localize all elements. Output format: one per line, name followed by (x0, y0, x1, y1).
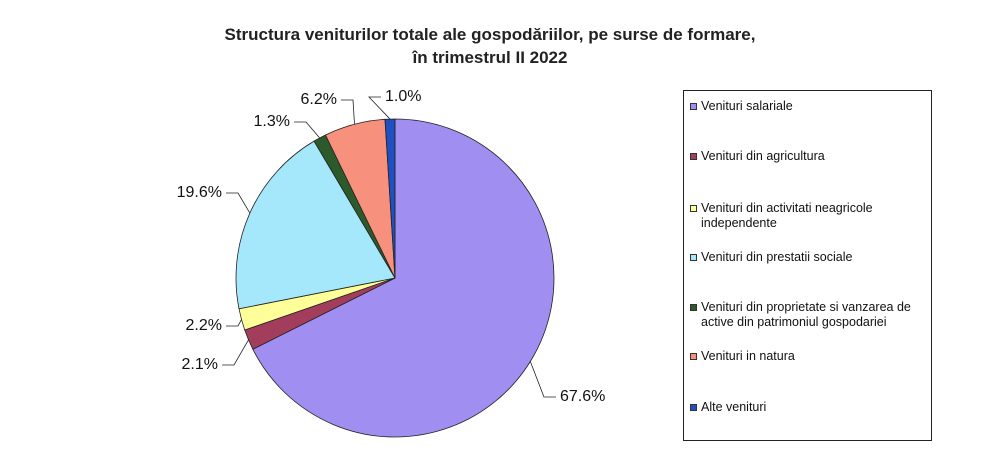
legend-swatch (690, 404, 697, 411)
data-label: 2.1% (182, 356, 218, 373)
legend-label: Alte venituri (701, 400, 767, 414)
legend-swatch (690, 103, 697, 110)
leader-line (226, 192, 251, 214)
leader-line (341, 99, 355, 125)
pie-slice (252, 118, 555, 438)
legend-label: Venituri in natura (701, 349, 795, 363)
legend-label: Venituri salariale (701, 99, 793, 113)
leader-line (529, 361, 556, 398)
legend-item: Venituri salariale (690, 99, 937, 114)
legend-swatch (690, 205, 697, 212)
leader-line (226, 319, 242, 327)
legend-swatch (690, 304, 697, 311)
data-label: 1.3% (254, 113, 290, 130)
legend-label: Venituri din agricultura (701, 149, 825, 163)
legend-item: Venituri din activitati neagricole indep… (690, 201, 937, 231)
legend-swatch (690, 254, 697, 261)
leader-line (222, 339, 249, 366)
data-label: 1.0% (385, 88, 421, 105)
data-label: 6.2% (301, 91, 337, 108)
legend-swatch (690, 353, 697, 360)
data-label: 19.6% (177, 184, 222, 201)
leader-line (294, 121, 321, 139)
legend-item: Venituri din agricultura (690, 149, 937, 164)
legend-label: Venituri din prestatii sociale (701, 250, 853, 264)
legend-item: Venituri din proprietate si vanzarea de … (690, 300, 937, 330)
pie-slice (235, 140, 396, 310)
legend-item: Alte venituri (690, 400, 937, 415)
legend: Venituri salariale Venituri din agricultu… (683, 90, 932, 441)
chart-title: Structura veniturilor totale ale gospodă… (225, 25, 756, 44)
legend-swatch (690, 153, 697, 160)
legend-label: Venituri din activitati neagricole indep… (701, 201, 873, 230)
legend-label: Venituri din proprietate si vanzarea de … (701, 300, 911, 329)
legend-item: Venituri in natura (690, 349, 937, 364)
chart-title: în trimestrul II 2022 (412, 48, 568, 67)
leader-line (368, 96, 391, 120)
data-label: 2.2% (186, 317, 222, 334)
data-label: 67.6% (560, 388, 605, 405)
legend-item: Venituri din prestatii sociale (690, 250, 937, 265)
